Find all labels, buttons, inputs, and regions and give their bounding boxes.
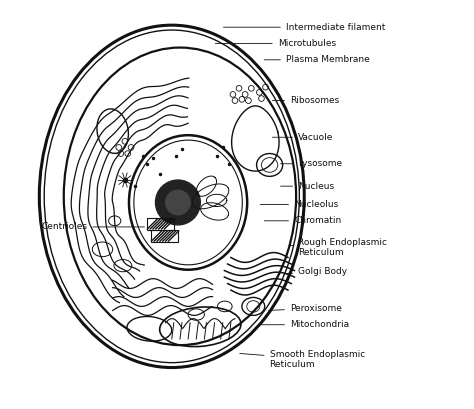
Text: Rough Endoplasmic
Reticulum: Rough Endoplasmic Reticulum (289, 238, 387, 257)
Text: Microtubules: Microtubules (215, 39, 336, 48)
Text: Lysosome: Lysosome (281, 159, 342, 168)
Text: Plasma Membrane: Plasma Membrane (264, 55, 370, 64)
Text: Golgi Body: Golgi Body (284, 267, 347, 276)
Text: Peroxisome: Peroxisome (268, 304, 342, 313)
Text: Nucleus: Nucleus (281, 182, 334, 191)
Text: Nucleolus: Nucleolus (260, 200, 338, 209)
Text: Intermediate filament: Intermediate filament (223, 22, 385, 31)
Text: Smooth Endoplasmic
Reticulum: Smooth Endoplasmic Reticulum (240, 350, 365, 369)
Text: Centrioles: Centrioles (41, 222, 145, 231)
Text: Vacuole: Vacuole (273, 133, 334, 142)
Text: Ribosomes: Ribosomes (273, 96, 339, 105)
Text: Mitochondria: Mitochondria (260, 320, 349, 329)
Text: Chromatin: Chromatin (264, 216, 341, 225)
Polygon shape (232, 106, 279, 171)
Circle shape (166, 190, 190, 215)
Circle shape (155, 180, 201, 225)
